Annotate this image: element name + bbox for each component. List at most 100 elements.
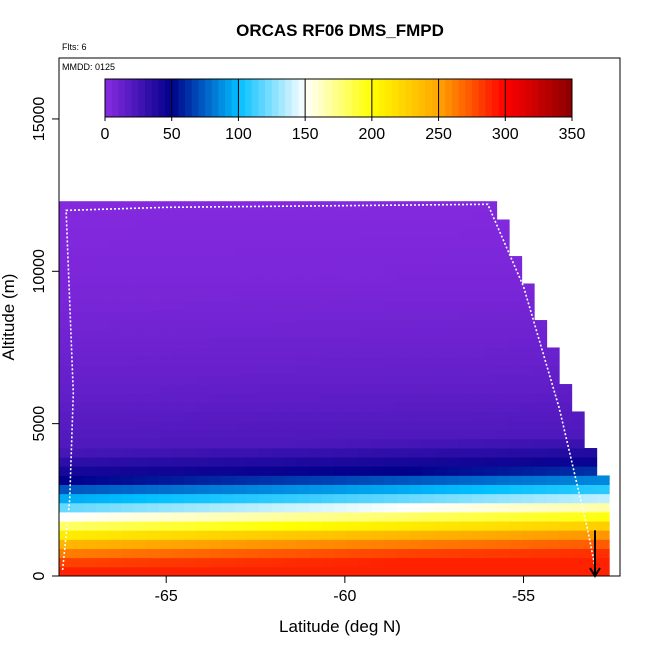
heatmap-cell xyxy=(459,384,473,394)
heatmap-cell xyxy=(309,246,323,257)
colorbar-swatch xyxy=(391,79,400,117)
heatmap-cell xyxy=(271,365,285,376)
heatmap-cell xyxy=(196,301,210,312)
heatmap-cell xyxy=(534,484,548,495)
heatmap-cell xyxy=(309,438,323,449)
heatmap-cell xyxy=(246,292,260,303)
heatmap-cell xyxy=(259,274,273,284)
heatmap-cell xyxy=(434,374,448,385)
heatmap-cell xyxy=(409,292,423,303)
heatmap-cell xyxy=(334,338,348,348)
heatmap-cell xyxy=(146,429,160,440)
heatmap-cell xyxy=(59,210,72,220)
heatmap-cell xyxy=(259,438,273,449)
heatmap-cell xyxy=(134,365,147,376)
heatmap-cell xyxy=(346,256,360,266)
heatmap-cell xyxy=(171,502,185,513)
heatmap-cell xyxy=(159,356,172,367)
heatmap-cell xyxy=(146,384,160,394)
heatmap-cell xyxy=(171,548,185,559)
colorbar-swatch xyxy=(485,79,493,117)
heatmap-cell xyxy=(221,466,235,476)
heatmap-cell xyxy=(346,557,360,568)
heatmap-cell xyxy=(521,457,535,467)
heatmap-cell xyxy=(296,566,310,576)
heatmap-cell xyxy=(259,228,273,239)
heatmap-cell xyxy=(259,411,273,421)
heatmap-cell xyxy=(196,274,210,284)
heatmap-cell xyxy=(509,530,523,540)
heatmap-cell xyxy=(471,448,485,458)
heatmap-cell xyxy=(409,338,423,348)
heatmap-cell xyxy=(321,512,335,522)
heatmap-cell xyxy=(571,411,585,421)
heatmap-cell xyxy=(84,475,97,485)
heatmap-cell xyxy=(521,566,535,576)
heatmap-cell xyxy=(271,457,285,467)
heatmap-cell xyxy=(96,329,110,339)
heatmap-cell xyxy=(209,301,222,312)
heatmap-cell xyxy=(59,265,72,275)
heatmap-cell xyxy=(484,338,498,348)
heatmap-cell xyxy=(446,237,460,248)
heatmap-cell xyxy=(359,384,373,394)
heatmap-cell xyxy=(246,493,260,504)
heatmap-cell xyxy=(84,228,97,239)
colorbar-swatch xyxy=(258,79,266,117)
heatmap-cell xyxy=(459,274,473,284)
heatmap-cell xyxy=(234,530,247,540)
heatmap-cell xyxy=(121,219,135,230)
heatmap-cell xyxy=(184,365,197,376)
heatmap-cell xyxy=(59,301,72,312)
heatmap-cell xyxy=(509,448,523,458)
heatmap-cell xyxy=(234,210,247,220)
heatmap-cell xyxy=(259,310,273,321)
heatmap-cell xyxy=(584,521,598,531)
heatmap-cell xyxy=(384,484,398,495)
heatmap-cell xyxy=(371,338,385,348)
heatmap-cell xyxy=(96,301,110,312)
heatmap-cell xyxy=(246,228,260,239)
colorbar-swatch xyxy=(251,79,259,117)
heatmap-cell xyxy=(296,512,310,522)
heatmap-cell xyxy=(84,521,97,531)
heatmap-cell xyxy=(359,338,373,348)
heatmap-cell xyxy=(284,301,298,312)
heatmap-cell xyxy=(71,557,85,568)
heatmap-cell xyxy=(221,457,235,467)
heatmap-cell xyxy=(484,246,498,257)
heatmap-cell xyxy=(421,521,435,531)
heatmap-cell xyxy=(259,201,273,211)
heatmap-cell xyxy=(96,502,110,513)
heatmap-cell xyxy=(321,201,335,211)
heatmap-cell xyxy=(384,374,398,385)
heatmap-cell xyxy=(121,566,135,576)
heatmap-cell xyxy=(171,557,185,568)
heatmap-cell xyxy=(146,438,160,449)
heatmap-cell xyxy=(434,274,448,284)
heatmap-cell xyxy=(584,548,598,559)
heatmap-cell xyxy=(521,356,535,367)
x-axis-label: Latitude (deg N) xyxy=(279,617,401,636)
heatmap-cell xyxy=(296,365,310,376)
colorbar-swatch xyxy=(565,79,573,117)
x-tick-label: -60 xyxy=(333,588,356,605)
heatmap-cell xyxy=(484,301,498,312)
heatmap-cell xyxy=(371,566,385,576)
heatmap-cell xyxy=(559,411,573,421)
heatmap-cell xyxy=(221,448,235,458)
heatmap-cell xyxy=(109,466,122,476)
heatmap-cell xyxy=(409,246,423,257)
date-note: MMDD: 0125 xyxy=(62,62,115,72)
heatmap-cell xyxy=(259,457,273,467)
heatmap-cell xyxy=(71,210,85,220)
heatmap-cell xyxy=(146,310,160,321)
heatmap-cell xyxy=(509,484,523,495)
heatmap-cell xyxy=(284,246,298,257)
heatmap-cell xyxy=(321,237,335,248)
heatmap-cell xyxy=(596,484,610,495)
heatmap-cell xyxy=(184,219,197,230)
heatmap-cell xyxy=(296,457,310,467)
heatmap-cell xyxy=(321,228,335,239)
heatmap-cell xyxy=(209,557,222,568)
